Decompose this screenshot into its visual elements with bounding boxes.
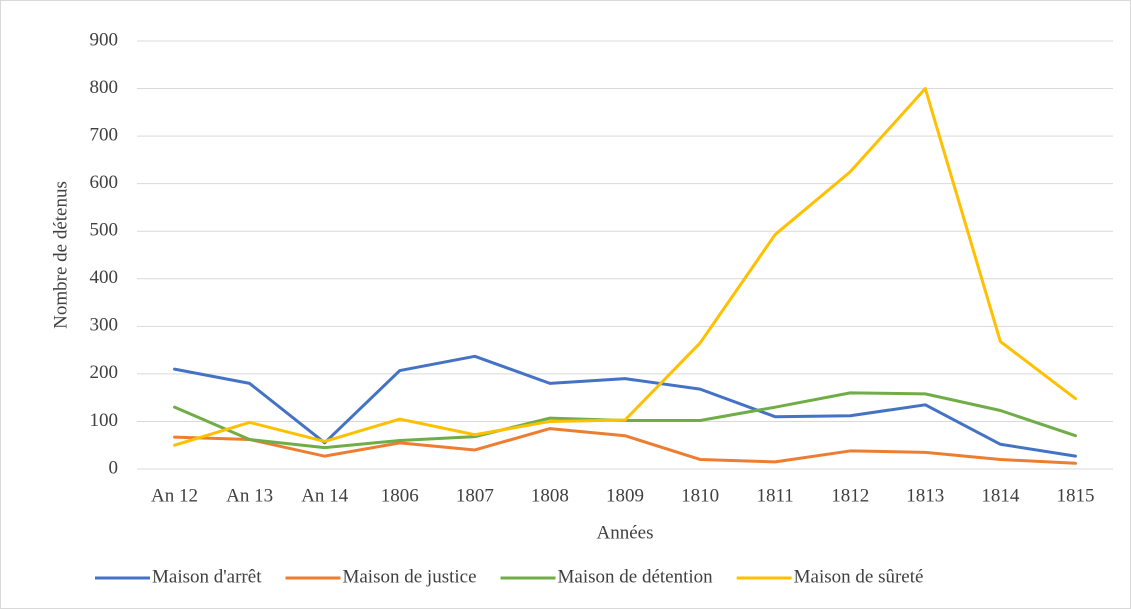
legend-label: Maison de justice — [342, 566, 476, 587]
x-tick-label: 1809 — [606, 485, 644, 506]
series-line — [173, 87, 1077, 447]
x-tick-label: An 12 — [151, 485, 198, 506]
y-tick-label: 600 — [90, 172, 119, 193]
x-tick-label: 1813 — [906, 485, 944, 506]
x-tick-label: 1811 — [757, 485, 794, 506]
x-tick-label: 1807 — [456, 485, 494, 506]
series-line — [173, 427, 1077, 465]
x-axis-title: Années — [597, 522, 654, 543]
legend-label: Maison de détention — [558, 566, 714, 587]
x-tick-label: 1814 — [981, 485, 1020, 506]
x-tick-label: An 14 — [301, 485, 348, 506]
y-tick-label: 300 — [90, 315, 119, 336]
y-tick-label: 900 — [90, 29, 119, 50]
legend-label: Maison d'arrêt — [152, 566, 262, 587]
y-tick-label: 800 — [90, 77, 119, 98]
legend-label: Maison de sûreté — [794, 566, 924, 587]
y-tick-label: 200 — [90, 362, 119, 383]
x-tick-label: 1815 — [1056, 485, 1094, 506]
y-axis-title: Nombre de détenus — [50, 181, 71, 329]
y-tick-label: 400 — [90, 267, 119, 288]
y-tick-label: 500 — [90, 220, 119, 241]
y-tick-label: 100 — [90, 410, 119, 431]
x-tick-label: 1808 — [531, 485, 569, 506]
x-tick-label: 1812 — [831, 485, 869, 506]
x-tick-label: 1806 — [381, 485, 419, 506]
y-tick-label: 0 — [109, 457, 119, 478]
y-tick-label: 700 — [90, 124, 119, 145]
x-tick-label: 1810 — [681, 485, 719, 506]
x-tick-label: An 13 — [226, 485, 273, 506]
